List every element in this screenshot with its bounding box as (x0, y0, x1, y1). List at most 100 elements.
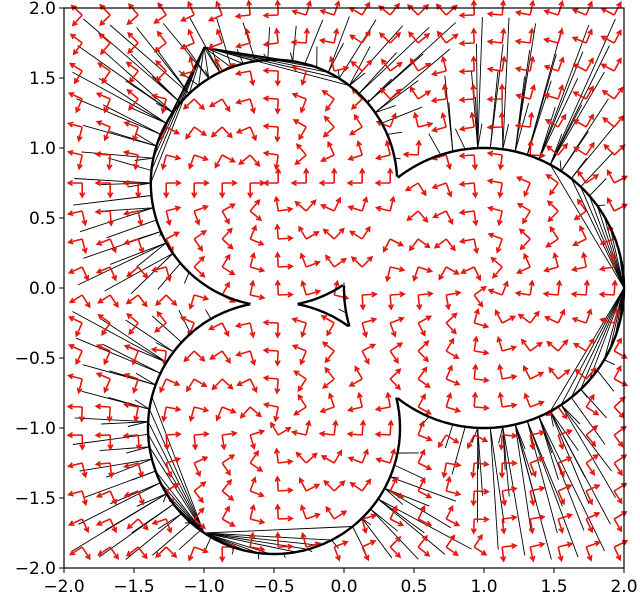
frame-arrow (94, 460, 115, 479)
frame-arrow (498, 432, 518, 451)
frame-arrow (529, 456, 545, 478)
ray-line (77, 242, 167, 286)
frame-arrow (234, 70, 256, 87)
frame-arrow (321, 89, 335, 112)
frame-arrow (219, 179, 238, 199)
ray-line (178, 529, 201, 550)
frame-arrow (407, 3, 430, 16)
frame-arrow (325, 505, 348, 520)
frame-arrow (319, 140, 335, 162)
frame-arrow (599, 307, 620, 324)
frame-arrow (294, 143, 307, 166)
frame-arrow (262, 67, 281, 87)
frame-arrow (349, 478, 372, 492)
frame-arrow (262, 347, 281, 367)
ray-line (109, 24, 190, 95)
frame-arrow (95, 238, 117, 254)
frame-arrow (402, 139, 422, 158)
frame-arrow (165, 205, 182, 227)
fan-ray (203, 526, 353, 534)
frame-arrow (458, 237, 480, 255)
y-tick-label: 0.5 (29, 209, 56, 229)
ray-line (374, 80, 419, 113)
frame-arrow (98, 32, 111, 55)
fan-ray (203, 46, 244, 65)
frame-arrow (570, 279, 590, 298)
ray-line (549, 71, 605, 165)
y-tick-label: −0.5 (15, 349, 56, 369)
frame-arrow (94, 179, 114, 199)
frame-arrow (125, 61, 139, 84)
frame-arrow (573, 141, 595, 156)
frame-arrow (186, 378, 208, 393)
frame-arrow (459, 266, 482, 282)
frame-arrow (432, 210, 454, 226)
ray-line (327, 16, 350, 73)
frame-arrow (94, 432, 114, 451)
frame-arrow (613, 454, 628, 477)
frame-arrow (346, 167, 366, 187)
frame-arrow (387, 291, 406, 311)
frame-arrow (500, 542, 518, 563)
frame-arrow (235, 350, 257, 366)
fan-ray (580, 287, 625, 390)
frame-arrow (70, 4, 83, 27)
frame-arrow (458, 0, 477, 19)
frame-arrow (94, 208, 115, 227)
frame-arrow (389, 316, 405, 338)
frame-arrow (95, 518, 118, 534)
frame-arrow (188, 154, 209, 170)
frame-arrow (249, 279, 266, 301)
fan-ray (580, 186, 625, 289)
frame-arrow (249, 429, 266, 450)
frame-arrow (613, 482, 628, 505)
ray-line (514, 424, 532, 529)
frame-arrow (207, 0, 223, 22)
frame-arrow (374, 195, 396, 212)
frame-arrow (95, 92, 111, 114)
ray-line (549, 18, 616, 165)
frame-arrow (221, 227, 234, 250)
frame-arrow (458, 27, 477, 47)
frame-arrow (179, 0, 195, 22)
frame-arrow (382, 238, 405, 253)
ray-line (107, 157, 152, 171)
frame-arrow (97, 62, 111, 85)
frame-arrow (67, 92, 83, 114)
frame-arrow (389, 342, 404, 364)
frame-arrow (183, 350, 206, 363)
frame-arrow (572, 113, 594, 128)
frame-arrow (66, 432, 86, 451)
frame-arrow (123, 372, 139, 394)
frame-arrow (572, 224, 587, 247)
frame-arrow (95, 120, 111, 142)
frame-arrow (544, 113, 567, 128)
x-tick-label: 0.0 (330, 577, 357, 597)
frame-arrow (219, 543, 238, 563)
frame-arrow (458, 55, 477, 75)
ray-line (183, 43, 210, 79)
frame-arrow (585, 540, 601, 562)
frame-arrow (209, 350, 231, 364)
frame-arrow (321, 341, 335, 364)
boundary-arc (342, 285, 351, 327)
frame-arrow (417, 448, 433, 471)
frame-arrow (193, 230, 208, 252)
frame-arrow (529, 429, 546, 451)
ray-line (526, 420, 579, 558)
ray-line (538, 107, 556, 160)
frame-arrow (322, 227, 345, 240)
fan-ray (588, 287, 625, 381)
frame-arrow (300, 279, 322, 296)
ray-line (526, 27, 563, 156)
ray-line (361, 517, 393, 559)
ray-line (394, 464, 426, 480)
frame-arrow (293, 393, 307, 416)
frame-arrow (221, 478, 235, 501)
frame-arrow (349, 29, 371, 44)
ray-line (381, 106, 423, 124)
frame-arrow (613, 364, 629, 387)
frame-arrow (417, 420, 433, 442)
fan-ray (609, 227, 625, 289)
frame-arrow (270, 421, 292, 436)
